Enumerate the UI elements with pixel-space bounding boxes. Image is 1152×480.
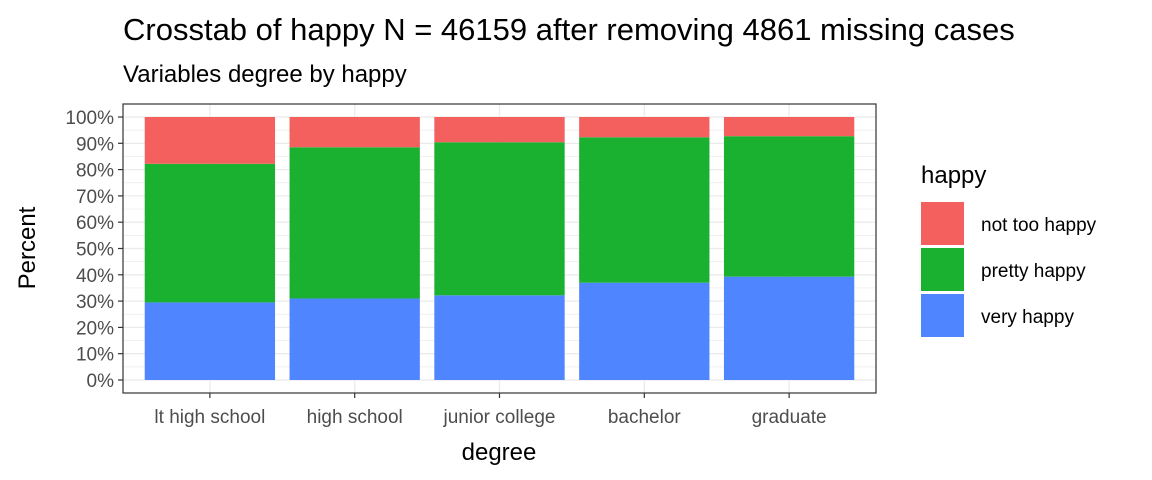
y-tick-label: 80% — [76, 161, 114, 182]
x-tick-label: high school — [307, 407, 403, 428]
legend-swatch — [921, 248, 964, 291]
bar-segment — [144, 163, 276, 303]
bar-segment — [723, 136, 855, 277]
y-tick-label: 50% — [76, 240, 114, 261]
y-tick-label: 100% — [65, 108, 114, 129]
bar-segment — [289, 298, 420, 380]
bar-segment — [289, 117, 420, 148]
bar-segment — [144, 302, 276, 380]
legend-title: happy — [921, 162, 986, 189]
legend-label: not too happy — [981, 215, 1097, 236]
y-axis-title: Percent — [14, 206, 41, 289]
bar-segment — [579, 137, 710, 283]
legend-label: very happy — [981, 307, 1074, 328]
bar-segment — [289, 147, 420, 299]
bar-segment — [723, 276, 855, 380]
x-axis-title: degree — [462, 439, 537, 466]
y-tick-label: 20% — [76, 318, 114, 339]
bar-segment — [434, 295, 565, 380]
y-axis: 0% 10% 20% 30% 40% 50% 60% 70% 80% 90% 100% — [65, 108, 123, 392]
x-tick-label: junior college — [443, 407, 556, 428]
bar-segment — [434, 142, 565, 296]
legend-swatch — [921, 294, 964, 337]
bar-segment — [579, 117, 710, 138]
legend-label: pretty happy — [981, 261, 1086, 282]
y-tick-label: 90% — [76, 134, 114, 155]
y-tick-label: 70% — [76, 187, 114, 208]
y-tick-label: 60% — [76, 213, 114, 234]
legend-swatch — [921, 202, 964, 245]
bars — [144, 117, 855, 380]
legend: happy not too happy pretty happy very happ… — [921, 162, 1097, 337]
y-tick-label: 0% — [87, 371, 115, 392]
y-tick-label: 30% — [76, 292, 114, 313]
y-tick-label: 40% — [76, 266, 114, 287]
y-tick-label: 10% — [76, 345, 114, 366]
x-axis: lt high school high school junior college b… — [154, 393, 827, 428]
bar-segment — [579, 282, 710, 380]
x-tick-label: graduate — [752, 407, 827, 428]
bar-segment — [144, 117, 276, 164]
chart-subtitle: Variables degree by happy — [123, 61, 407, 88]
bar-segment — [434, 117, 565, 143]
x-tick-label: lt high school — [154, 407, 265, 428]
chart-title: Crosstab of happy N = 46159 after removi… — [123, 12, 1015, 47]
x-tick-label: bachelor — [608, 407, 682, 428]
bar-segment — [723, 117, 855, 137]
